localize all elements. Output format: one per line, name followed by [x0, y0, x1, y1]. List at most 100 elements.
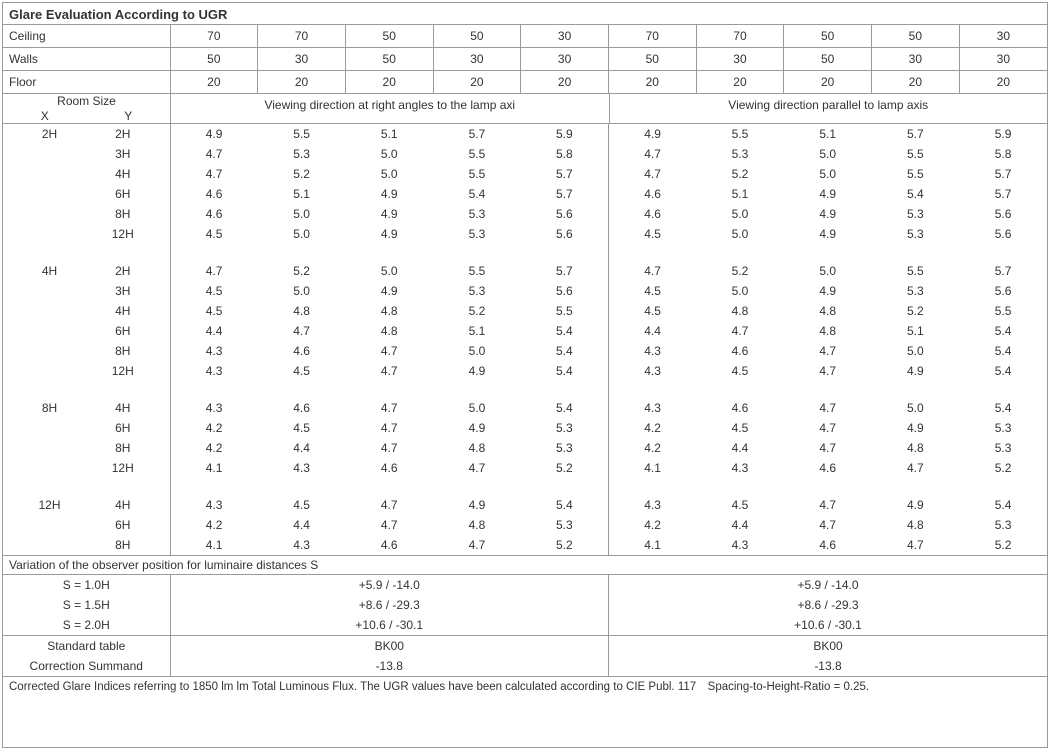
ugr-value: 4.7	[170, 144, 258, 164]
room-y: 2H	[86, 261, 170, 281]
ugr-value: 4.7	[170, 164, 258, 184]
ugr-value: 5.3	[521, 418, 609, 438]
ugr-value: 5.5	[959, 301, 1047, 321]
ugr-value: 4.6	[170, 184, 258, 204]
ugr-value: 5.9	[959, 124, 1047, 144]
ugr-value: 4.9	[784, 184, 872, 204]
ugr-value: 4.6	[170, 204, 258, 224]
table-row: 3H4.75.35.05.55.84.75.35.05.55.8	[3, 144, 1047, 164]
table-row: 12H4.34.54.74.95.44.34.54.74.95.4	[3, 361, 1047, 381]
room-x	[3, 144, 86, 164]
ugr-value: 5.3	[872, 281, 960, 301]
table-row: 12H4.55.04.95.35.64.55.04.95.35.6	[3, 224, 1047, 244]
ugr-value: 5.0	[258, 204, 346, 224]
ugr-value: 4.5	[696, 495, 784, 515]
ugr-value: 5.4	[521, 341, 609, 361]
table-row: 4H4.75.25.05.55.74.75.25.05.55.7	[3, 164, 1047, 184]
ugr-value: 4.5	[608, 224, 696, 244]
ugr-value: 4.8	[872, 438, 960, 458]
x-header: X	[3, 109, 87, 123]
ugr-value: 4.9	[784, 281, 872, 301]
room-x	[3, 204, 86, 224]
ugr-value: 5.2	[696, 261, 784, 281]
ugr-value: 4.3	[608, 495, 696, 515]
ugr-value: 4.9	[872, 495, 960, 515]
ugr-value: 4.6	[608, 184, 696, 204]
ugr-value: 5.7	[959, 164, 1047, 184]
ugr-value: 4.6	[345, 458, 433, 478]
ugr-value: 4.7	[784, 438, 872, 458]
ugr-value: 5.4	[521, 398, 609, 418]
room-x: 2H	[3, 124, 86, 144]
ugr-value: 5.4	[521, 361, 609, 381]
room-y: 6H	[86, 321, 170, 341]
ugr-value: 5.4	[959, 341, 1047, 361]
ugr-value: 4.2	[608, 515, 696, 535]
room-x	[3, 458, 86, 478]
ugr-value: 4.4	[696, 515, 784, 535]
ugr-value: 5.2	[872, 301, 960, 321]
ceiling-row: Ceiling 70 70 50 50 30 70 70 50 50 30	[3, 25, 1047, 48]
ugr-value: 4.8	[258, 301, 346, 321]
variation-left: +10.6 / -30.1	[170, 615, 609, 635]
ugr-value: 5.2	[433, 301, 521, 321]
room-y: 4H	[86, 398, 170, 418]
correction-right: BK00	[609, 636, 1048, 657]
ugr-value: 4.7	[345, 398, 433, 418]
ugr-value: 4.3	[170, 398, 258, 418]
ugr-table-frame: Glare Evaluation According to UGR Ceilin…	[2, 2, 1048, 748]
ugr-value: 4.7	[345, 341, 433, 361]
y-header: Y	[87, 109, 171, 123]
ugr-value: 4.2	[170, 418, 258, 438]
ugr-value: 5.0	[872, 341, 960, 361]
room-y: 4H	[86, 495, 170, 515]
ugr-value: 4.9	[608, 124, 696, 144]
room-y: 12H	[86, 458, 170, 478]
ugr-value: 5.6	[959, 204, 1047, 224]
ugr-value: 4.7	[433, 458, 521, 478]
ugr-value: 5.9	[521, 124, 609, 144]
ugr-value: 5.6	[521, 204, 609, 224]
ugr-value: 4.4	[258, 515, 346, 535]
ugr-value: 4.9	[345, 224, 433, 244]
table-row: 8H4H4.34.64.75.05.44.34.64.75.05.4	[3, 398, 1047, 418]
correction-body: Standard tableBK00BK00Correction Summand…	[3, 635, 1047, 676]
table-row: 8H4.24.44.74.85.34.24.44.74.85.3	[3, 438, 1047, 458]
variation-right: +10.6 / -30.1	[609, 615, 1048, 635]
ugr-value: 4.5	[608, 301, 696, 321]
ugr-value: 5.4	[872, 184, 960, 204]
floor-label: Floor	[3, 71, 170, 94]
ugr-value: 5.3	[521, 515, 609, 535]
ugr-value: 5.0	[872, 398, 960, 418]
ugr-value: 5.7	[959, 261, 1047, 281]
ugr-value: 5.3	[959, 515, 1047, 535]
view-left-header: Viewing direction at right angles to the…	[170, 94, 609, 123]
ugr-value: 4.4	[608, 321, 696, 341]
ugr-value: 4.7	[345, 361, 433, 381]
ugr-value: 5.2	[696, 164, 784, 184]
room-y: 8H	[86, 535, 170, 555]
ugr-value: 5.7	[433, 124, 521, 144]
ugr-value: 5.4	[521, 321, 609, 341]
ugr-value: 5.2	[959, 458, 1047, 478]
variation-row: S = 2.0H+10.6 / -30.1+10.6 / -30.1	[3, 615, 1047, 635]
room-x: 4H	[3, 261, 86, 281]
ugr-value: 4.7	[345, 515, 433, 535]
ugr-value: 5.4	[959, 321, 1047, 341]
ugr-value: 4.2	[170, 438, 258, 458]
ugr-value: 5.4	[959, 495, 1047, 515]
table-row: 8H4.14.34.64.75.24.14.34.64.75.2	[3, 535, 1047, 555]
correction-left: -13.8	[170, 656, 609, 676]
ugr-value: 4.7	[608, 261, 696, 281]
ugr-value: 4.7	[784, 361, 872, 381]
variation-left: +5.9 / -14.0	[170, 575, 609, 595]
ugr-value: 5.0	[433, 341, 521, 361]
ugr-value: 5.0	[696, 281, 784, 301]
ugr-value: 5.3	[433, 224, 521, 244]
variation-header: Variation of the observer position for l…	[3, 555, 1047, 575]
ugr-value: 5.1	[696, 184, 784, 204]
table-row: 8H4.65.04.95.35.64.65.04.95.35.6	[3, 204, 1047, 224]
ugr-value: 5.4	[959, 398, 1047, 418]
ugr-value: 5.5	[521, 301, 609, 321]
room-x	[3, 535, 86, 555]
